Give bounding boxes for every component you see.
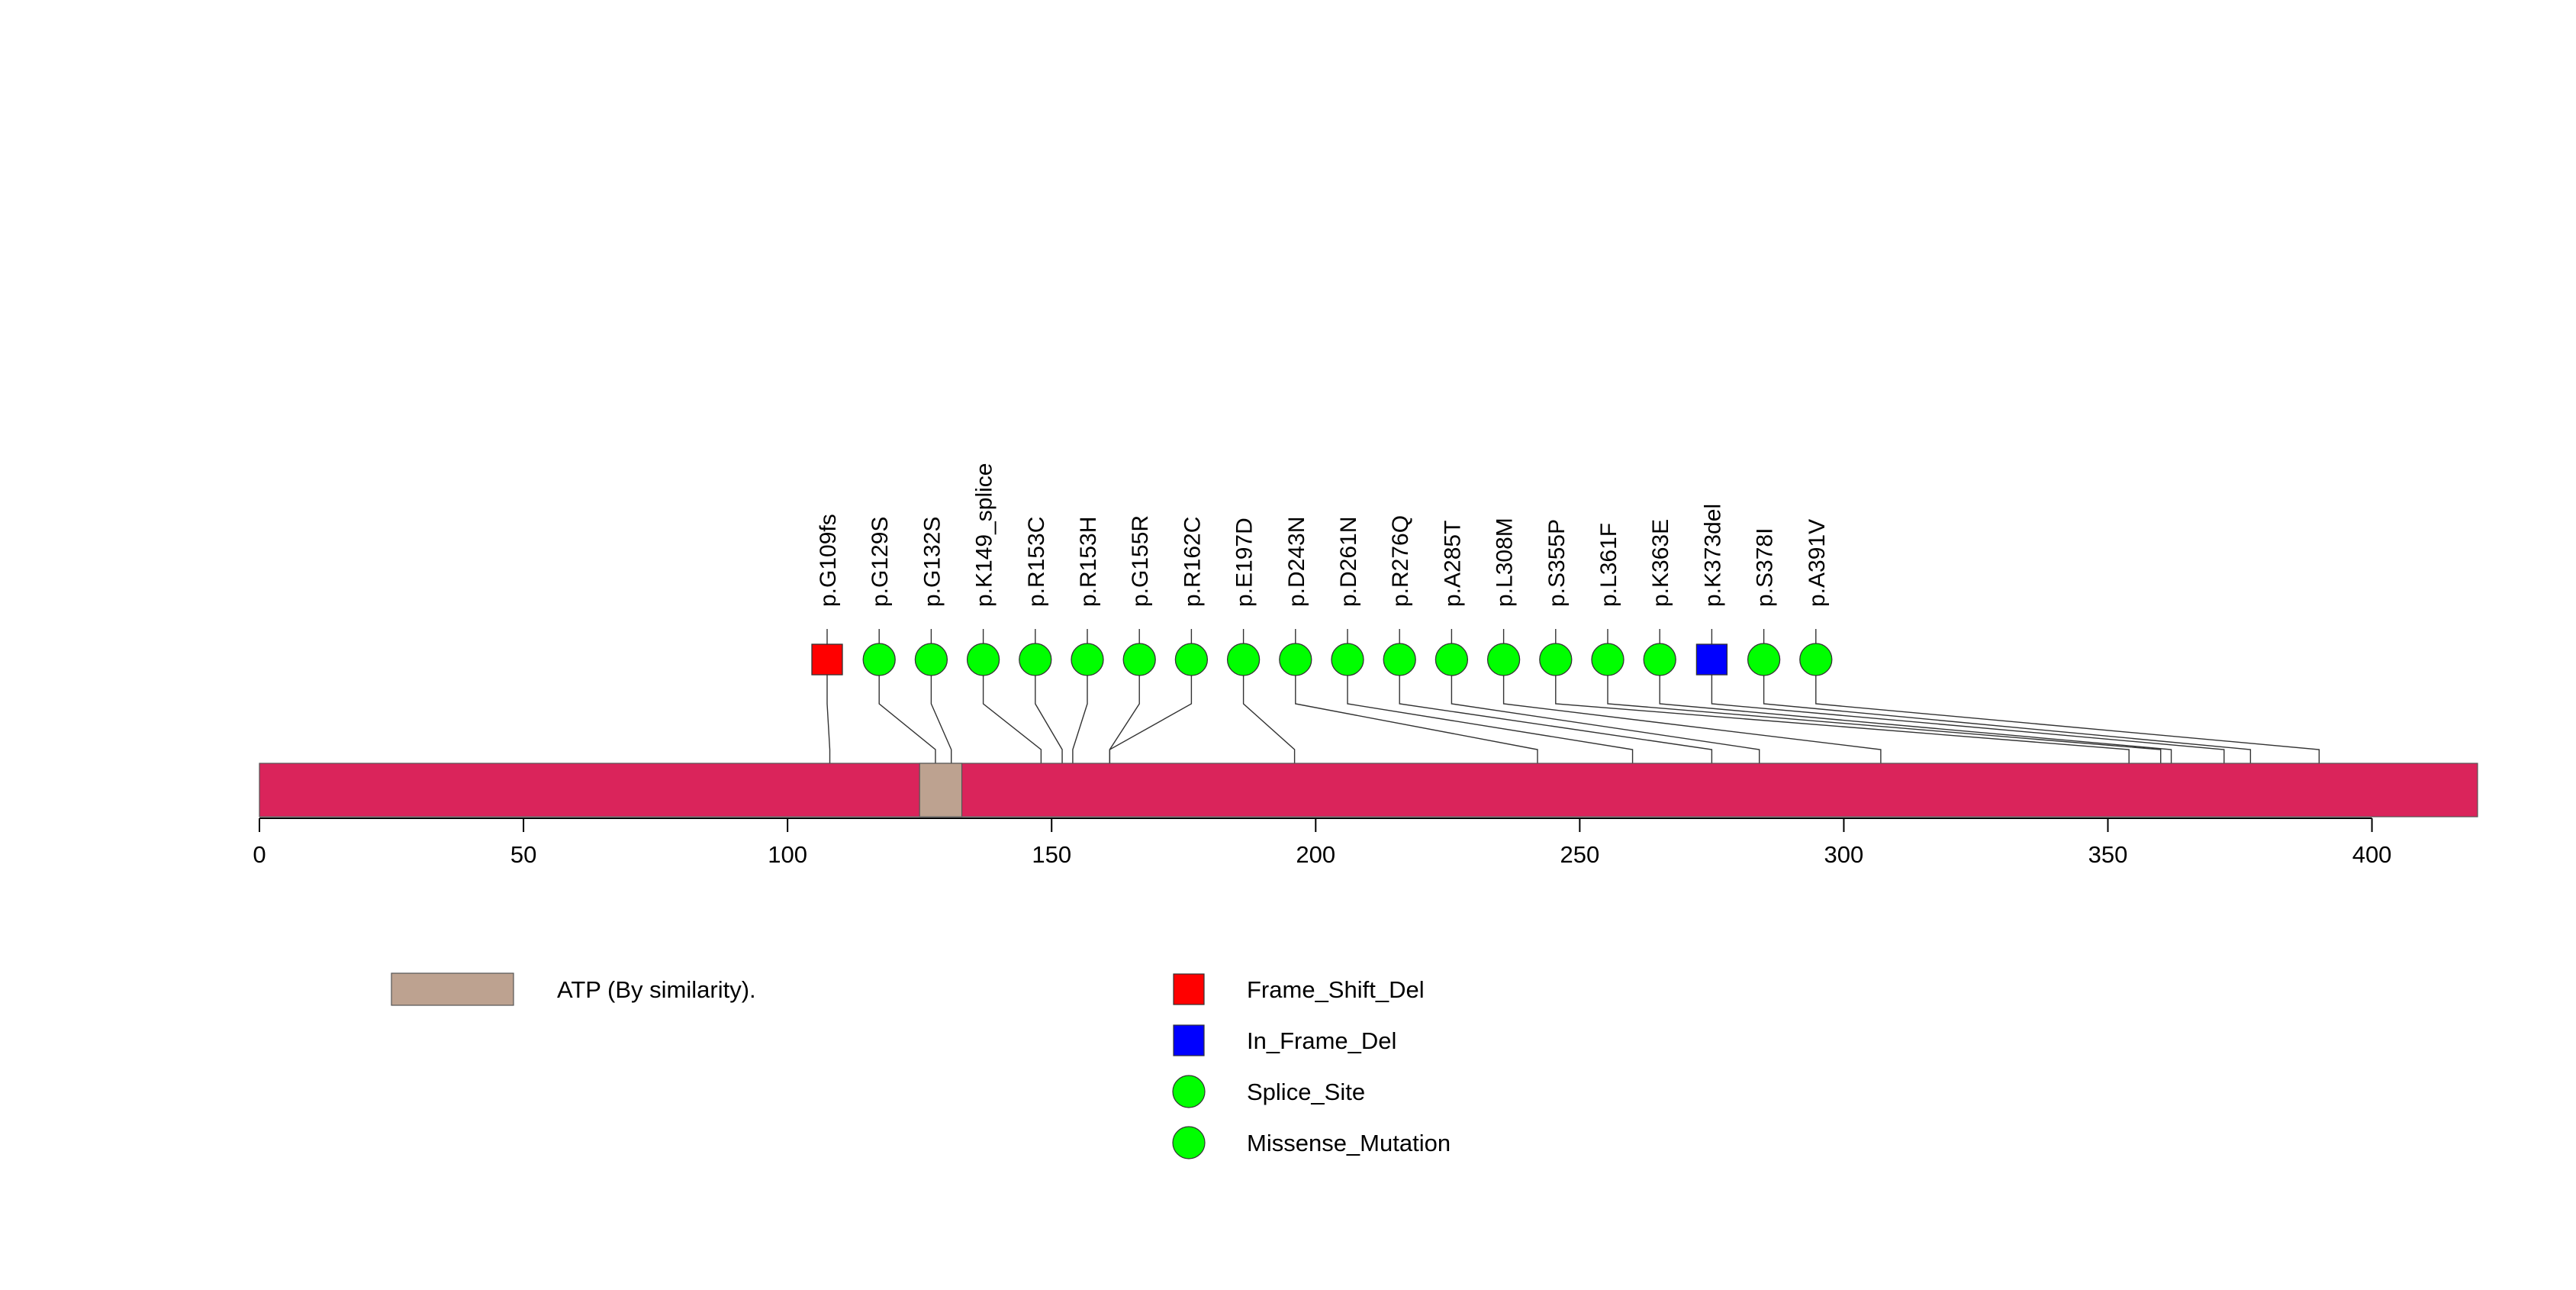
- legend-mutation-label: In_Frame_Del: [1247, 1027, 1396, 1054]
- x-tick-label: 300: [1824, 841, 1864, 868]
- mutation-label: p.E197D: [1232, 518, 1257, 607]
- x-tick-label: 200: [1296, 841, 1335, 868]
- mutation-marker-square: [1695, 643, 1728, 676]
- mutation-label: p.A391V: [1805, 519, 1830, 607]
- legend: ATP (By similarity). Frame_Shift_Del In_Fr…: [391, 972, 1451, 1159]
- x-tick-label: 150: [1032, 841, 1071, 868]
- x-tick-label: 50: [510, 841, 536, 868]
- mutation-marker-circle: [1174, 643, 1209, 676]
- mutation-marker-circle: [1486, 643, 1521, 676]
- mutation-marker-circle: [1383, 643, 1416, 676]
- mutation-marker-circle: [1435, 643, 1469, 676]
- mutation-marker-circle: [966, 643, 1000, 676]
- legend-square-icon: [1173, 973, 1205, 1005]
- mutation-label: p.G155R: [1128, 515, 1153, 607]
- mutation-label: p.R276Q: [1388, 515, 1413, 607]
- legend-square-icon: [1173, 1024, 1205, 1056]
- mutation-labels: p.G109fs p.G129S p.G132S p.K149_splice p.R15…: [816, 463, 1830, 607]
- mutation-label: p.K149_splice: [972, 463, 997, 607]
- x-tick-label: 0: [253, 841, 266, 868]
- legend-circle-icon: [1172, 1126, 1206, 1159]
- mutation-marker-circle: [1122, 643, 1156, 676]
- mutation-markers: [811, 643, 1833, 676]
- x-tick-label: 400: [2352, 841, 2392, 868]
- legend-mutation-label: Frame_Shift_Del: [1247, 976, 1425, 1003]
- legend-circle-icon: [1172, 1075, 1206, 1108]
- mutation-label: p.K363E: [1648, 519, 1673, 607]
- mutation-marker-circle: [1331, 643, 1364, 676]
- mutation-marker-circle: [914, 643, 948, 676]
- mutation-label: p.R162C: [1180, 517, 1205, 607]
- mutation-label: p.G132S: [919, 517, 945, 607]
- mutation-marker-circle: [1279, 643, 1312, 676]
- x-tick-label: 350: [2088, 841, 2128, 868]
- mutation-marker-circle: [1591, 643, 1624, 676]
- mutation-marker-circle: [862, 643, 896, 676]
- legend-mutation-label: Missense_Mutation: [1247, 1130, 1451, 1156]
- mutation-label: p.S355P: [1544, 519, 1570, 607]
- mutation-marker-circle: [1799, 643, 1833, 676]
- mutation-label: p.R153C: [1024, 517, 1049, 607]
- mutation-label: p.A285T: [1440, 521, 1465, 607]
- mutation-marker-circle: [1226, 643, 1261, 676]
- legend-domain-swatch: [391, 972, 514, 1006]
- mutation-label: p.G109fs: [816, 514, 841, 607]
- x-tick-label: 250: [1560, 841, 1599, 868]
- mutation-label: p.R153H: [1076, 517, 1101, 607]
- legend-domain-label: ATP (By similarity).: [557, 976, 756, 1003]
- mutation-marker-circle: [1071, 643, 1104, 676]
- mutation-marker-circle: [1643, 643, 1676, 676]
- mutation-label: p.L361F: [1596, 523, 1621, 607]
- mutation-marker-circle: [1019, 643, 1052, 676]
- domain-region: [919, 763, 963, 818]
- protein-backbone: [259, 763, 2478, 818]
- mutation-label: p.D261N: [1336, 517, 1361, 607]
- mutation-marker-circle: [1747, 643, 1781, 676]
- protein-backbone-group: [259, 763, 2478, 818]
- mutation-label: p.D243N: [1284, 517, 1309, 607]
- legend-mutation-label: Splice_Site: [1247, 1079, 1365, 1105]
- x-axis: 0 50 100 150 200 250 300 350 400: [253, 818, 2391, 868]
- mutation-label: p.G129S: [868, 517, 893, 607]
- mutation-label: p.S378I: [1753, 528, 1778, 607]
- mutation-label: p.K373del: [1700, 504, 1725, 607]
- x-tick-label: 100: [768, 841, 807, 868]
- mutation-label: p.L308M: [1492, 518, 1518, 607]
- mutation-marker-circle: [1539, 643, 1573, 676]
- mutation-marker-square: [811, 643, 843, 676]
